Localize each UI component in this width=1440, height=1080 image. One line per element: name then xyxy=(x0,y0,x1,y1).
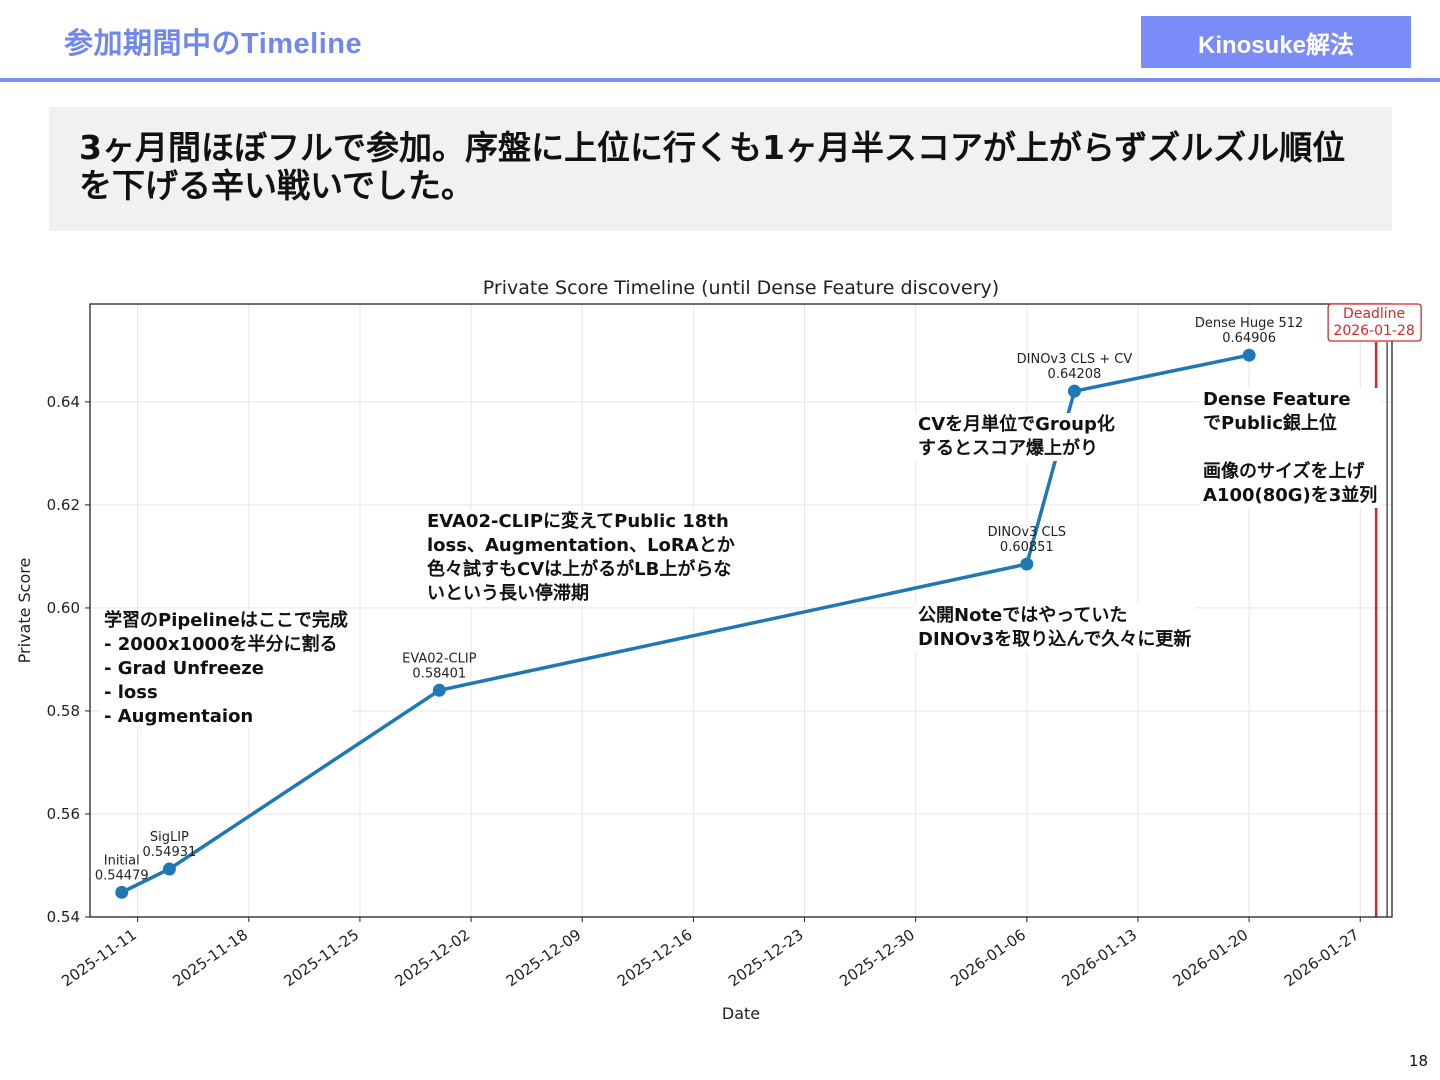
point-name-label: Dense Huge 512 xyxy=(1195,316,1303,331)
x-tick-label: 2025-12-02 xyxy=(392,926,474,991)
point-value-label: 0.54479 xyxy=(95,868,149,883)
data-point xyxy=(115,885,129,899)
x-tick-label: 2026-01-13 xyxy=(1059,926,1141,991)
data-point xyxy=(1067,384,1081,398)
point-name-label: Initial xyxy=(104,853,140,868)
x-tick-label: 2026-01-20 xyxy=(1170,926,1252,991)
x-tick-label: 2025-12-16 xyxy=(614,926,696,991)
point-name-label: DINOv3 CLS + CV xyxy=(1017,352,1133,367)
annotation-stagnation: EVA02-CLIPに変えてPublic 18th loss、Augmentat… xyxy=(423,510,739,606)
deadline-label: Deadline xyxy=(1343,306,1405,322)
headline-text: 3ヶ月間ほぼフルで参加。序盤に上位に行くも1ヶ月半スコアが上がらずズルズル順位を… xyxy=(79,128,1346,205)
annotation-public-note: 公開Noteではやっていた DINOv3を取り込んで久々に更新 xyxy=(914,604,1196,652)
x-axis-label: Date xyxy=(722,1004,760,1023)
data-point xyxy=(162,862,176,876)
y-tick-label: 0.54 xyxy=(47,908,80,926)
score-timeline-chart: 0.54 0.56 0.58 0.60 0.62 0.64 2025-11-11 2025-1… xyxy=(15,277,1422,1023)
chart-title: Private Score Timeline (until Dense Feat… xyxy=(483,277,999,299)
slide-title: 参加期間中のTimeline xyxy=(64,28,363,60)
x-tick-label: 2025-11-11 xyxy=(58,926,140,991)
x-tick-label: 2025-11-25 xyxy=(280,926,362,991)
header-divider xyxy=(0,78,1440,82)
y-tick-label: 0.62 xyxy=(47,496,80,514)
plot-frame xyxy=(89,303,1393,918)
x-tick-label: 2025-12-09 xyxy=(503,926,585,991)
annotation-pipeline: 学習のPipelineはここで完成 - 2000x1000を半分に割る - Gr… xyxy=(100,609,352,729)
headline-box: 3ヶ月間ほぼフルで参加。序盤に上位に行くも1ヶ月半スコアが上がらずズルズル順位を… xyxy=(49,107,1392,231)
deadline-label-box xyxy=(1327,303,1422,342)
solution-badge: Kinosuke解法 xyxy=(1141,16,1411,68)
deadline-date-label: 2026-01-28 xyxy=(1333,323,1414,339)
y-tick-label: 0.64 xyxy=(47,393,80,411)
point-value-label: 0.64208 xyxy=(1048,367,1102,382)
y-axis-label: Private Score xyxy=(15,558,34,664)
annotation-dense-feature: Dense Feature でPublic銀上位 画像のサイズを上げ A100(… xyxy=(1199,388,1382,508)
x-tick-label: 2026-01-06 xyxy=(947,926,1029,991)
data-point xyxy=(1020,557,1034,571)
point-value-label: 0.54931 xyxy=(143,845,197,860)
x-tick-label: 2025-12-23 xyxy=(725,926,807,991)
point-name-label: EVA02-CLIP xyxy=(402,651,477,666)
score-series-line xyxy=(121,353,1250,894)
point-value-label: 0.64906 xyxy=(1222,331,1276,346)
point-value-label: 0.58401 xyxy=(412,666,466,681)
point-value-label: 0.60851 xyxy=(1000,540,1054,555)
data-point xyxy=(432,683,446,697)
x-tick-label: 2025-11-18 xyxy=(169,926,251,991)
annotation-cv-group: CVを月単位でGroup化 するとスコア爆上がり xyxy=(914,413,1119,461)
data-point xyxy=(1242,348,1256,362)
y-tick-label: 0.56 xyxy=(47,805,80,823)
y-tick-label: 0.58 xyxy=(47,702,80,720)
point-name-label: DINOv3 CLS xyxy=(988,525,1066,540)
y-tick-label: 0.60 xyxy=(47,599,80,617)
x-tick-label: 2025-12-30 xyxy=(836,926,918,991)
x-tick-label: 2026-01-27 xyxy=(1281,926,1363,991)
point-name-label: SigLIP xyxy=(150,830,189,845)
page-number: 18 xyxy=(1408,1052,1428,1070)
